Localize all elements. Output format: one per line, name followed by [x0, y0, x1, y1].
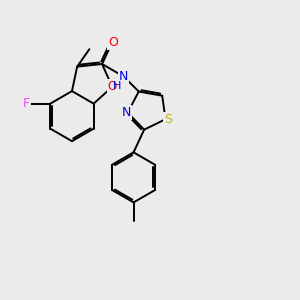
Text: H: H	[113, 81, 122, 91]
Text: O: O	[108, 80, 117, 93]
Text: N: N	[122, 106, 131, 119]
Text: F: F	[22, 97, 30, 110]
Text: S: S	[164, 113, 172, 126]
Text: O: O	[108, 36, 118, 49]
Text: N: N	[119, 70, 128, 83]
